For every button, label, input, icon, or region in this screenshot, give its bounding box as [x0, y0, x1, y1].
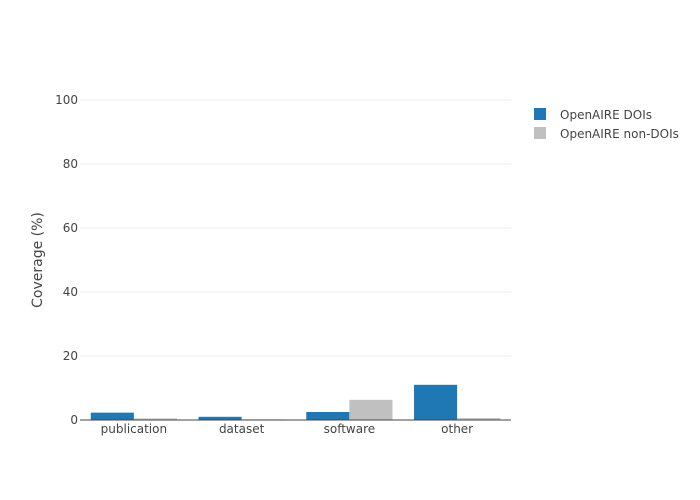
- y-tick-label: 100: [55, 93, 78, 107]
- y-tick-label: 80: [63, 157, 78, 171]
- y-tick-label: 0: [70, 413, 78, 427]
- bar-publication-series-0[interactable]: [90, 412, 134, 420]
- y-axis-title: Coverage (%): [30, 212, 46, 308]
- bar-software-series-1[interactable]: [349, 399, 393, 420]
- y-tick-label: 40: [63, 285, 78, 299]
- x-tick-labels: publication dataset software other: [101, 422, 474, 436]
- y-tick-labels: 0 20 40 60 80 100: [55, 93, 78, 427]
- legend-label: OpenAIRE DOIs: [560, 108, 652, 122]
- gridlines: [80, 99, 511, 357]
- x-tick-label: dataset: [219, 422, 265, 436]
- y-tick-label: 20: [63, 349, 78, 363]
- bars: [90, 384, 501, 420]
- legend[interactable]: OpenAIRE DOIs OpenAIRE non-DOIs: [534, 108, 679, 141]
- bar-publication-series-1[interactable]: [133, 418, 177, 420]
- bar-software-series-0[interactable]: [306, 412, 350, 420]
- bar-other-series-0[interactable]: [414, 384, 458, 420]
- x-tick-label: other: [441, 422, 473, 436]
- legend-item-series-0[interactable]: OpenAIRE DOIs: [534, 108, 652, 122]
- x-tick-label: software: [324, 422, 376, 436]
- legend-item-series-1[interactable]: OpenAIRE non-DOIs: [534, 127, 679, 141]
- legend-swatch: [534, 108, 546, 120]
- bar-dataset-series-0[interactable]: [198, 416, 242, 420]
- legend-swatch: [534, 127, 546, 139]
- bar-other-series-1[interactable]: [457, 418, 501, 420]
- y-tick-label: 60: [63, 221, 78, 235]
- x-tick-label: publication: [101, 422, 167, 436]
- legend-label: OpenAIRE non-DOIs: [560, 127, 679, 141]
